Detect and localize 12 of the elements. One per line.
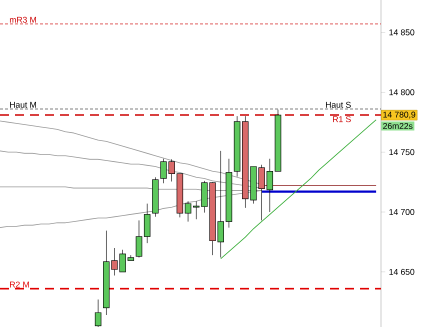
text: 14 780,9 bbox=[383, 112, 416, 119]
ref-line-label: R2 M bbox=[10, 282, 29, 288]
y-tick-label: 14 650 bbox=[389, 268, 414, 275]
y-tick-label: 14 750 bbox=[389, 149, 414, 156]
annotation: Haut S bbox=[326, 102, 351, 108]
y-tick-label: 14 850 bbox=[389, 29, 414, 36]
ref-line-label: R1 S bbox=[333, 116, 351, 122]
ref-line-label: mR3 M bbox=[10, 16, 36, 23]
y-tick-label: 14 800 bbox=[389, 89, 414, 96]
y-tick-label: 14 700 bbox=[389, 209, 414, 216]
text: 26m22s bbox=[383, 123, 413, 129]
ref-line-label: Haut M bbox=[10, 102, 36, 108]
